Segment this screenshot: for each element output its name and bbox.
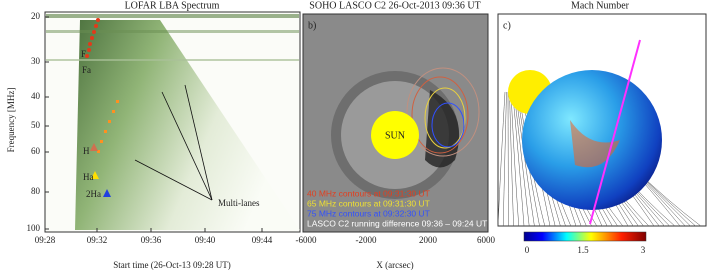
x-axis-label: Start time (26-Oct-13 09:28 UT) (113, 260, 230, 270)
field-line (510, 91, 520, 227)
x-axis-label: X (arcsec) (376, 260, 413, 270)
annotation: H (83, 146, 90, 156)
annotation: Fa (82, 65, 91, 75)
h-lane-dots (97, 100, 119, 153)
annotation: Multi-lanes (218, 198, 260, 208)
annotation-arrows (134, 84, 213, 201)
panel-label: c) (503, 20, 511, 31)
cme (425, 90, 460, 168)
y-axis-label: Frequency [MHz] (6, 88, 16, 153)
annotation: F (81, 49, 86, 59)
x-tick-label: -6000 (296, 235, 317, 245)
colorbar (523, 231, 647, 242)
x-tick-label: 09:44 (252, 235, 273, 245)
x-ticks: -6000 -2000 2000 6000 (296, 235, 496, 245)
spectrum-band (46, 30, 299, 33)
x-tick-label: -2000 (356, 235, 377, 245)
x-tick-label: 09:32 (87, 235, 108, 245)
annotation: Ha (83, 172, 94, 182)
sun-disk (371, 111, 419, 159)
field-line (502, 91, 507, 227)
contours (406, 67, 480, 157)
panel-label: b) (308, 20, 316, 31)
colorbar-ticks: 0 1.5 3 (525, 245, 646, 255)
field-line (509, 91, 514, 227)
colorbar-tick-label: 1.5 (577, 245, 589, 255)
y-tick-label: 60 (31, 146, 41, 156)
y-tick-label: 80 (31, 186, 41, 196)
panel-title: LOFAR LBA Spectrum (125, 0, 220, 11)
legend-entry: LASCO C2 running difference 09:36 – 09:2… (307, 218, 487, 228)
colorbar-tick-label: 0 (525, 245, 530, 255)
spectrum-emission (75, 20, 300, 230)
y-ticks: 20 30 40 50 60 80 100 (27, 11, 49, 233)
x-ticks: 09:28 09:32 09:36 09:40 09:44 (35, 228, 273, 245)
legend-entry: 65 MHz contours at 09:31:30 UT (307, 198, 430, 208)
h-marker (90, 143, 98, 151)
sun-label: SUN (385, 130, 405, 141)
panel-title: SOHO LASCO C2 26-Oct-2013 09:36 UT (309, 0, 480, 11)
field-line (497, 91, 506, 227)
legend-entry: 40 MHz contours at 09:31:30 UT (307, 188, 430, 198)
ha-marker (91, 171, 99, 179)
y-tick-label: 100 (27, 223, 41, 233)
x-tick-label: 09:40 (195, 235, 216, 245)
y-tick-label: 50 (31, 120, 41, 130)
2ha-marker (103, 189, 111, 197)
x-tick-label: 2000 (419, 235, 438, 245)
annotation: 2Ha (86, 189, 101, 199)
y-tick-label: 20 (31, 11, 41, 21)
lofar-line (589, 39, 641, 225)
high-mach-region (570, 120, 620, 168)
y-tick-label: 40 (31, 91, 41, 101)
x-tick-label: 09:36 (141, 235, 162, 245)
x-tick-label: 6000 (477, 235, 496, 245)
spectrum-band (46, 59, 299, 61)
f-lane-dots (85, 18, 100, 58)
spectrum-band (46, 14, 299, 18)
y-tick-label: 30 (31, 56, 41, 66)
colorbar-tick-label: 3 (641, 245, 646, 255)
panel-title: Mach Number (571, 0, 630, 11)
legend-entry: 75 MHz contours at 09:32:30 UT (307, 208, 430, 218)
x-tick-label: 09:28 (35, 235, 56, 245)
